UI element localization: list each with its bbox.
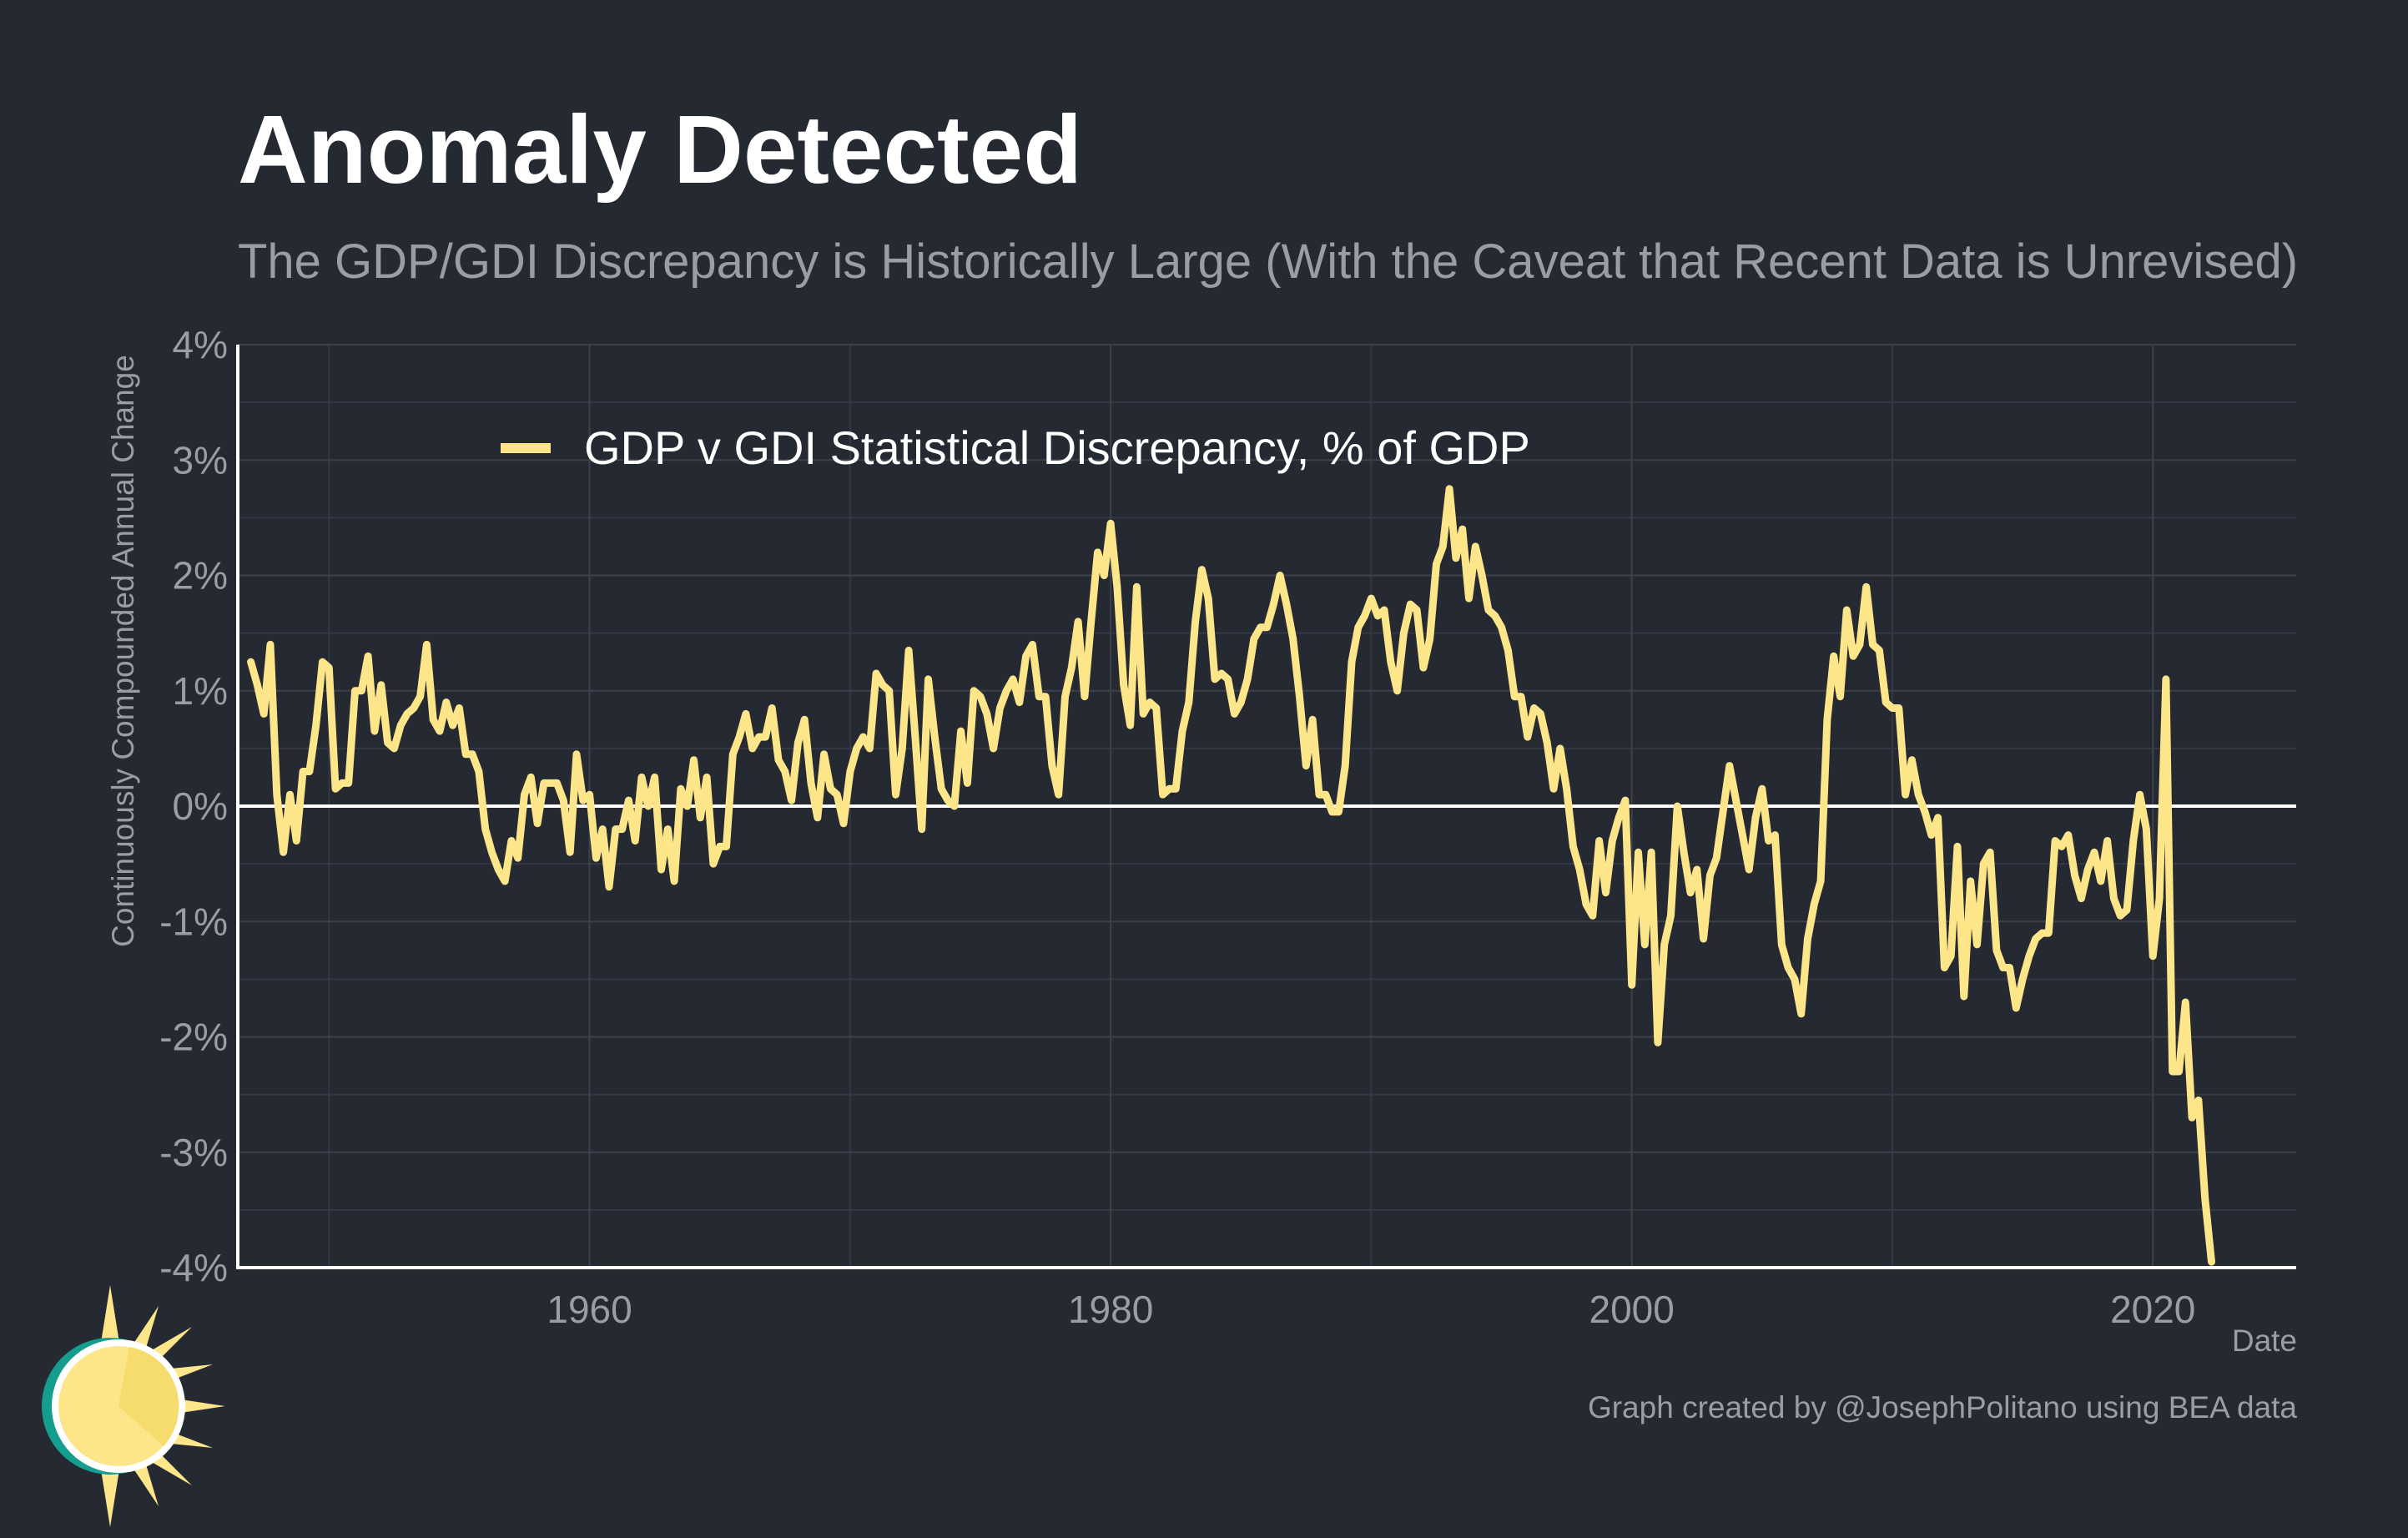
y-tick-label: 2% <box>173 554 228 598</box>
y-tick-label: -3% <box>159 1131 228 1174</box>
y-tick-labels: -4% -3% -2% -1% 0% 1% 2% 3% 4% <box>159 323 228 1289</box>
y-tick-label: 4% <box>173 323 228 366</box>
y-tick-label: 0% <box>173 784 228 828</box>
axes <box>236 345 2296 1269</box>
x-tick-label: 2020 <box>2110 1288 2195 1331</box>
x-axis-label: Date <box>2231 1324 2297 1358</box>
x-tick-label: 1960 <box>547 1288 632 1331</box>
x-tick-label: 2000 <box>1589 1288 1675 1331</box>
x-tick-labels: 1960 1980 2000 2020 <box>547 1288 2195 1331</box>
sun-logo-icon <box>42 1285 225 1527</box>
source-credit: Graph created by @JosephPolitano using B… <box>1587 1390 2297 1425</box>
y-tick-label: 3% <box>173 438 228 482</box>
x-tick-label: 1980 <box>1068 1288 1153 1331</box>
y-tick-label: -1% <box>159 900 228 943</box>
legend-label: GDP v GDI Statistical Discrepancy, % of … <box>584 421 1530 474</box>
chart-title: Anomaly Detected <box>238 95 1083 204</box>
y-tick-label: -2% <box>159 1016 228 1059</box>
series-line-gdp-gdi-discrepancy <box>247 485 2215 1266</box>
y-tick-label: -4% <box>159 1246 228 1289</box>
chart-subtitle: The GDP/GDI Discrepancy is Historically … <box>238 234 2299 289</box>
legend: GDP v GDI Statistical Discrepancy, % of … <box>501 421 1530 474</box>
minor-gridlines <box>238 345 2296 1268</box>
y-tick-label: 1% <box>173 669 228 713</box>
